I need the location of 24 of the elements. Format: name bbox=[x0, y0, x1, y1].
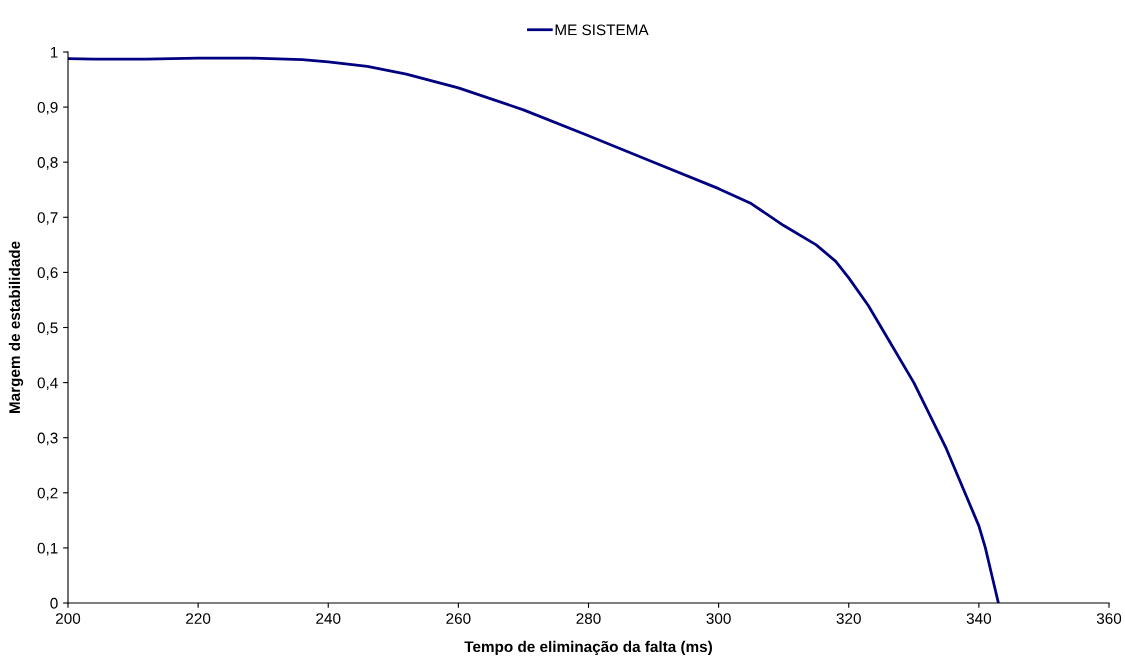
x-axis-title: Tempo de eliminação da falta (ms) bbox=[464, 640, 712, 656]
y-tick-label: 0,6 bbox=[37, 267, 58, 280]
legend-label: ME SISTEMA bbox=[555, 24, 649, 36]
y-tick-label: 0 bbox=[50, 597, 58, 609]
y-tick-label: 1 bbox=[50, 47, 58, 58]
x-tick-label: 360 bbox=[1096, 613, 1122, 624]
y-tick-label: 0,5 bbox=[37, 322, 58, 335]
x-tick-label: 320 bbox=[836, 613, 861, 624]
y-tick-label: 0,2 bbox=[37, 487, 58, 501]
y-tick-label: 0,7 bbox=[37, 212, 58, 225]
x-tick-label: 240 bbox=[316, 613, 341, 624]
line-series bbox=[68, 56, 1000, 603]
y-tick-label: 0,1 bbox=[37, 542, 58, 556]
y-tick-label: 0,3 bbox=[37, 432, 58, 446]
x-tick-label: 300 bbox=[706, 613, 731, 624]
y-tick-label: 0,4 bbox=[37, 377, 58, 391]
x-tick-label: 340 bbox=[966, 613, 992, 624]
x-tick-label: 260 bbox=[446, 613, 471, 624]
x-tick-label: 200 bbox=[56, 613, 81, 624]
y-axis-title: Margem de estabilidade bbox=[8, 241, 24, 414]
y-tick-label: 0,9 bbox=[37, 101, 58, 115]
y-tick-label: 0,8 bbox=[37, 157, 58, 170]
x-tick-label: 280 bbox=[576, 613, 601, 624]
x-tick-label: 220 bbox=[186, 613, 211, 624]
